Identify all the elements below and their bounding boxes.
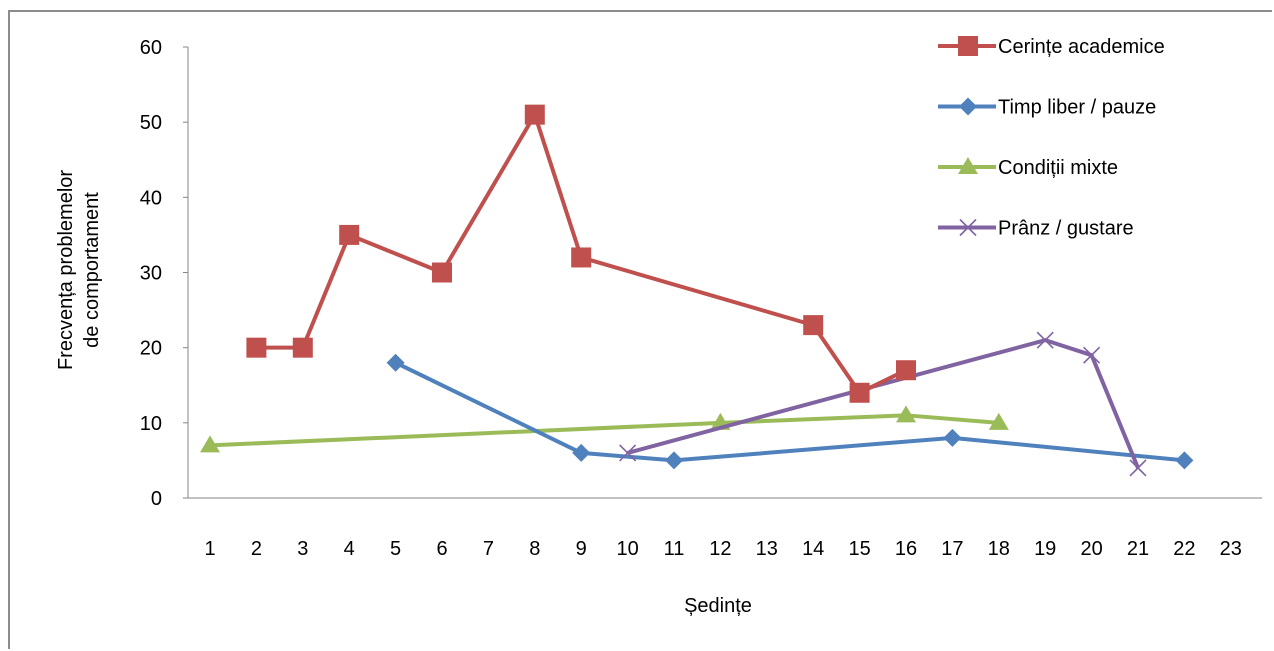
x-tick-label: 20 bbox=[1080, 538, 1102, 560]
x-tick-label: 3 bbox=[297, 538, 308, 560]
data-point bbox=[432, 262, 452, 283]
legend-marker bbox=[959, 97, 977, 116]
x-tick-label: 11 bbox=[664, 538, 685, 560]
marker-stroke bbox=[1129, 459, 1147, 477]
legend-label: Cerințe academice bbox=[998, 36, 1165, 58]
x-tick-label: 1 bbox=[204, 538, 215, 560]
legend-entry: Cerințe academice bbox=[938, 36, 1165, 58]
legend-label: Condiții mixte bbox=[998, 157, 1118, 179]
data-point bbox=[849, 382, 870, 403]
x-tick-label: 2 bbox=[251, 538, 262, 560]
chart-frame bbox=[8, 10, 1272, 649]
legend-marker bbox=[958, 36, 978, 56]
series-1 bbox=[246, 104, 916, 403]
marker-stroke bbox=[1083, 346, 1101, 364]
data-point bbox=[1036, 331, 1054, 349]
y-axis-title-line-1: Frecvența problemelor bbox=[55, 170, 77, 370]
x-tick-label: 22 bbox=[1173, 538, 1195, 560]
x-tick-label: 18 bbox=[988, 538, 1010, 560]
data-point bbox=[292, 337, 313, 358]
x-tick-label: 8 bbox=[529, 538, 540, 560]
legend-label: Timp liber / pauze bbox=[998, 97, 1156, 119]
series-4 bbox=[619, 331, 1147, 477]
y-axis-title-line-2: de comportament bbox=[81, 192, 103, 348]
data-point bbox=[665, 451, 683, 470]
y-tick-label: 0 bbox=[151, 488, 162, 510]
series-2 bbox=[386, 353, 1194, 470]
data-point bbox=[896, 405, 916, 423]
data-point bbox=[386, 353, 405, 372]
y-tick-label: 40 bbox=[140, 187, 162, 209]
x-tick-label: 10 bbox=[616, 538, 638, 560]
x-tick-label: 16 bbox=[895, 538, 917, 560]
data-point bbox=[524, 104, 545, 125]
x-tick-label: 9 bbox=[576, 538, 587, 560]
x-tick-label: 14 bbox=[802, 538, 824, 560]
legend-label: Prânz / gustare bbox=[998, 218, 1134, 240]
data-point bbox=[200, 435, 220, 453]
data-point bbox=[943, 428, 962, 447]
x-tick-label: 5 bbox=[390, 538, 401, 560]
data-point bbox=[339, 224, 360, 245]
legend-entry: Prânz / gustare bbox=[938, 218, 1134, 240]
y-tick-label: 50 bbox=[140, 112, 162, 134]
series-line bbox=[209, 413, 999, 448]
y-tick-label: 10 bbox=[140, 413, 162, 435]
x-tick-label: 19 bbox=[1034, 538, 1056, 560]
x-tick-label: 4 bbox=[344, 538, 355, 560]
x-tick-label: 12 bbox=[709, 538, 731, 560]
data-point bbox=[803, 315, 824, 336]
data-point bbox=[246, 337, 267, 358]
x-tick-label: 17 bbox=[941, 538, 963, 560]
y-tick-label: 20 bbox=[140, 338, 162, 360]
x-axis-title: Ședințe bbox=[684, 595, 752, 617]
x-tick-label: 7 bbox=[483, 538, 494, 560]
marker-stroke bbox=[959, 218, 977, 237]
y-tick-label: 30 bbox=[140, 263, 162, 285]
y-axis-title: Frecvența problemelor de comportament bbox=[55, 170, 103, 370]
series-line bbox=[627, 338, 1140, 469]
legend: Cerințe academice Timp liber / pauze Condi… bbox=[938, 36, 1165, 240]
series-line bbox=[394, 360, 1185, 463]
legend-entry: Timp liber / pauze bbox=[938, 97, 1156, 119]
legend-marker bbox=[958, 157, 978, 174]
x-tick-label: 23 bbox=[1220, 538, 1242, 560]
x-tick-label: 6 bbox=[436, 538, 447, 560]
x-tick-label: 15 bbox=[848, 538, 870, 560]
marker-stroke bbox=[1036, 331, 1054, 349]
data-point bbox=[896, 360, 916, 381]
data-point bbox=[1175, 451, 1194, 470]
data-point bbox=[988, 412, 1009, 430]
data-point bbox=[619, 444, 637, 462]
y-tick-label: 60 bbox=[140, 37, 162, 59]
data-point bbox=[1129, 459, 1147, 477]
series-3 bbox=[200, 405, 1009, 453]
marker-stroke bbox=[619, 444, 637, 462]
data-point bbox=[571, 247, 592, 268]
data-point bbox=[1083, 346, 1101, 364]
series-layer bbox=[200, 104, 1194, 477]
x-tick-label: 21 bbox=[1127, 538, 1149, 560]
legend-entry: Condiții mixte bbox=[938, 157, 1118, 179]
legend-marker bbox=[959, 218, 977, 237]
data-point bbox=[572, 443, 591, 462]
x-tick-label: 13 bbox=[756, 538, 778, 560]
